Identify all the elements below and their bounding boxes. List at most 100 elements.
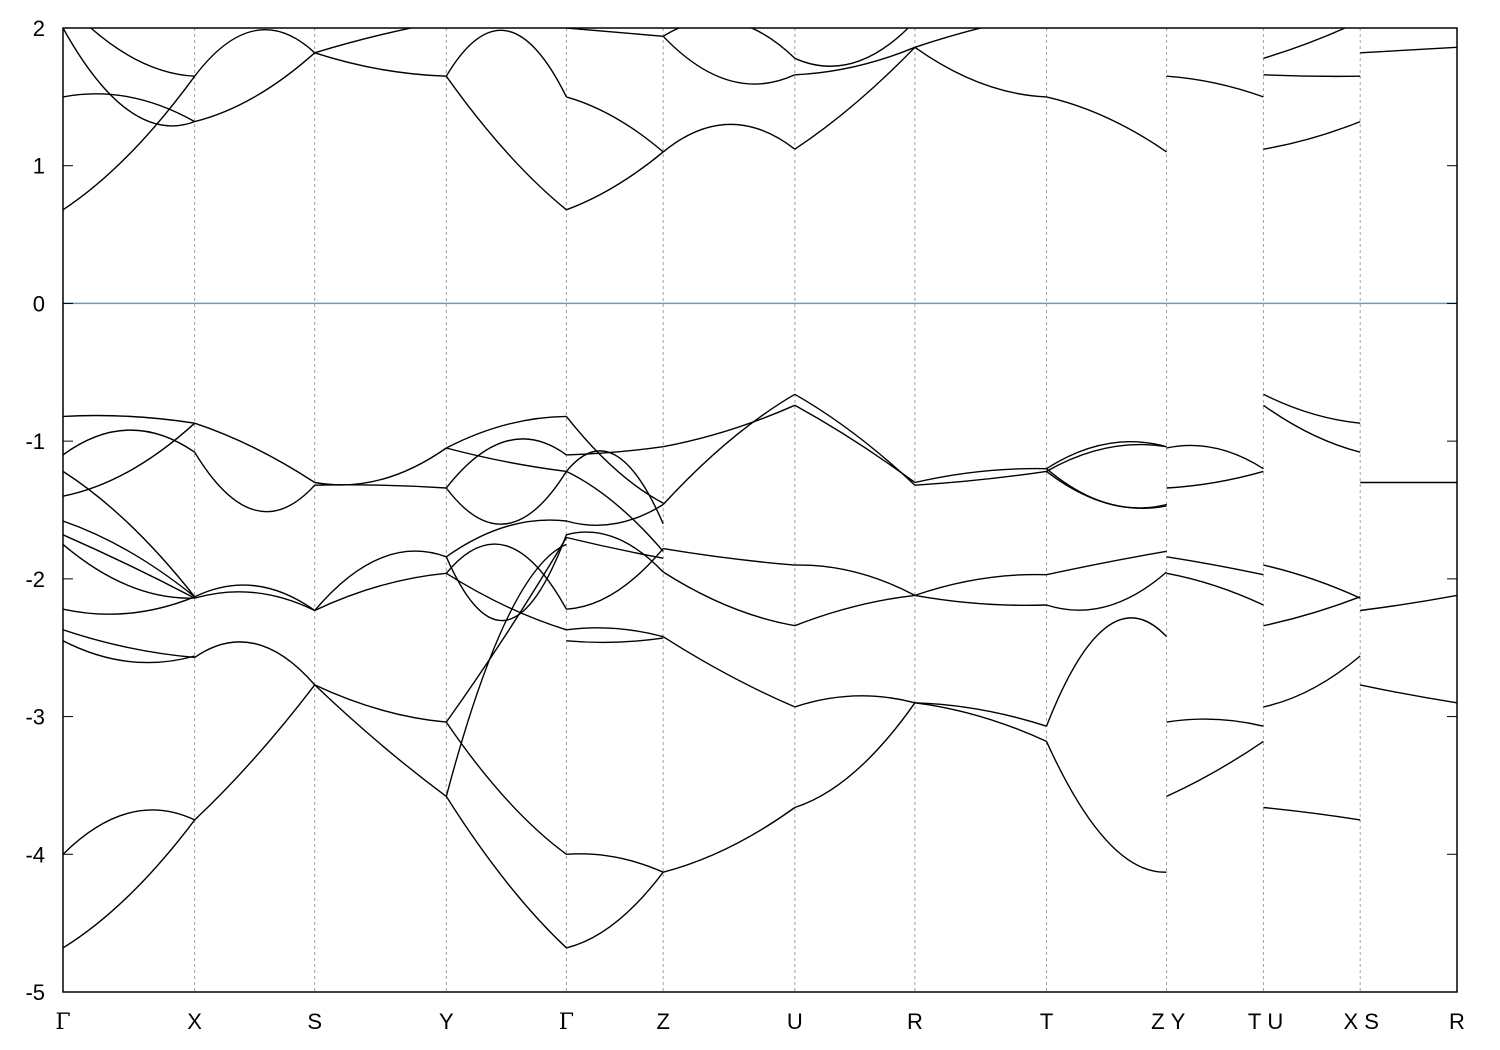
band-line <box>662 123 796 153</box>
band-line <box>314 28 415 54</box>
band-line <box>794 594 915 627</box>
band-line <box>914 594 1047 607</box>
band-line <box>63 422 196 497</box>
band-line <box>445 543 567 797</box>
band-line <box>314 52 447 77</box>
band-line <box>566 470 664 552</box>
band-line <box>194 422 316 484</box>
plot-frame <box>62 27 1458 993</box>
band-line <box>1166 740 1264 798</box>
y-tick-label: 2 <box>33 16 45 41</box>
band-line <box>445 796 567 949</box>
band-line <box>1045 617 1168 727</box>
band-line <box>1262 404 1361 453</box>
band-line <box>63 629 195 659</box>
band-line <box>794 702 916 809</box>
band-line <box>314 447 447 486</box>
band-line <box>445 415 567 449</box>
k-point-label: U <box>787 1009 803 1034</box>
band-line <box>1046 571 1168 611</box>
band-line <box>63 414 195 424</box>
band-line <box>63 819 196 949</box>
band-line <box>565 450 664 525</box>
k-point-label: Y <box>1171 1009 1186 1034</box>
axis-ticks <box>63 27 1457 993</box>
band-line <box>662 28 796 59</box>
band-line <box>1046 468 1167 509</box>
band-line <box>63 596 195 615</box>
band-line <box>794 46 916 76</box>
y-tick-label: -1 <box>25 429 45 454</box>
band-line <box>445 537 568 723</box>
band-lines <box>63 28 1457 949</box>
band-line <box>794 28 910 67</box>
k-point-label: X <box>1344 1009 1359 1034</box>
band-line <box>1046 443 1167 473</box>
y-tick-label: 0 <box>33 291 45 316</box>
band-line <box>1046 441 1167 470</box>
band-line <box>1046 96 1167 153</box>
band-line <box>445 438 567 489</box>
band-line <box>662 571 795 627</box>
band-line <box>663 404 796 448</box>
band-line <box>1360 594 1457 612</box>
band-line <box>566 96 664 153</box>
band-line <box>1263 655 1361 708</box>
band-line <box>445 29 568 98</box>
band-line <box>445 721 567 855</box>
band-line <box>1263 564 1361 599</box>
band-line <box>63 470 196 598</box>
k-point-label: R <box>1449 1009 1465 1034</box>
band-line <box>314 572 447 612</box>
y-tick-label: -4 <box>25 842 45 867</box>
band-line <box>566 531 664 573</box>
band-line <box>89 28 195 77</box>
band-line <box>794 695 916 708</box>
high-symmetry-gridlines <box>194 28 1361 992</box>
band-line <box>662 636 796 708</box>
band-line <box>914 28 984 48</box>
band-line <box>1263 806 1361 821</box>
band-line <box>1166 75 1264 98</box>
k-point-label: U <box>1267 1009 1283 1034</box>
k-point-label: Z <box>1151 1009 1164 1034</box>
band-line <box>314 684 447 723</box>
y-tick-labels: 2 1 0 -1 -2 -3 -4 -5 <box>25 16 45 1005</box>
band-line <box>63 28 195 127</box>
band-line <box>63 809 195 855</box>
band-line <box>194 684 316 821</box>
band-line <box>63 543 195 599</box>
band-line <box>566 503 664 526</box>
band-line <box>314 550 447 611</box>
band-line <box>194 451 316 513</box>
band-line <box>194 29 316 77</box>
band-line <box>194 52 316 123</box>
band-line <box>194 641 316 686</box>
band-line <box>663 806 796 873</box>
band-line <box>566 28 664 37</box>
band-line <box>445 519 567 558</box>
band-line <box>1263 393 1361 424</box>
band-line <box>1045 741 1167 873</box>
y-tick-label: -2 <box>25 567 45 592</box>
band-line <box>314 484 447 489</box>
k-point-label: T <box>1040 1009 1053 1034</box>
band-line <box>914 702 1047 727</box>
y-tick-label: 1 <box>33 154 45 179</box>
band-line <box>1046 550 1167 576</box>
band-line <box>1166 470 1264 489</box>
band-line <box>1166 572 1264 606</box>
band-line <box>662 393 796 505</box>
band-line <box>1166 556 1264 576</box>
band-line <box>662 35 796 85</box>
band-line <box>445 543 568 610</box>
band-line <box>1263 120 1361 150</box>
band-line <box>445 534 568 622</box>
band-line <box>914 46 1047 98</box>
band-line <box>566 627 664 638</box>
band-line <box>794 393 916 486</box>
band-line <box>663 547 795 566</box>
band-line <box>566 871 664 949</box>
band-line <box>566 548 664 610</box>
